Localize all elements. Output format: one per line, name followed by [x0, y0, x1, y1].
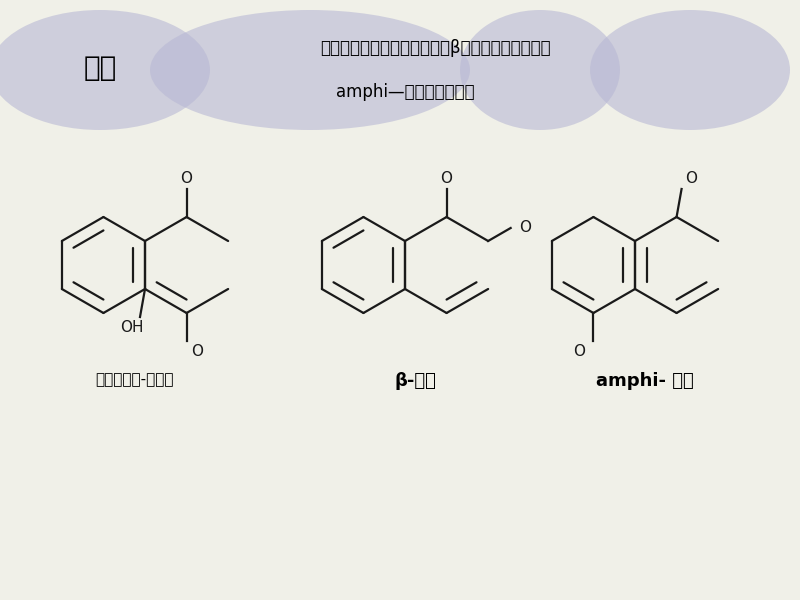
Text: β-萘醌: β-萘醌: [394, 372, 436, 390]
Ellipse shape: [150, 10, 470, 130]
Text: O: O: [191, 344, 203, 359]
Text: OH: OH: [120, 320, 144, 335]
Text: 胡桃醌（ａ-萘醌）: 胡桃醌（ａ-萘醌）: [96, 372, 174, 387]
Ellipse shape: [0, 10, 210, 130]
Text: O: O: [686, 171, 698, 186]
Text: O: O: [518, 220, 530, 235]
Ellipse shape: [590, 10, 790, 130]
Text: O: O: [441, 171, 453, 186]
Text: O: O: [181, 171, 193, 186]
Text: ：分为ａ－（１，４）萘醌、β－（１，２）萘醌和: ：分为ａ－（１，４）萘醌、β－（１，２）萘醌和: [320, 39, 550, 57]
Text: amphi—（２，６）萘醌: amphi—（２，６）萘醌: [336, 83, 474, 101]
Text: amphi- 萘醌: amphi- 萘醌: [596, 372, 694, 390]
Text: 萘醌: 萘醌: [83, 54, 117, 82]
Ellipse shape: [460, 10, 620, 130]
Text: O: O: [574, 344, 586, 359]
